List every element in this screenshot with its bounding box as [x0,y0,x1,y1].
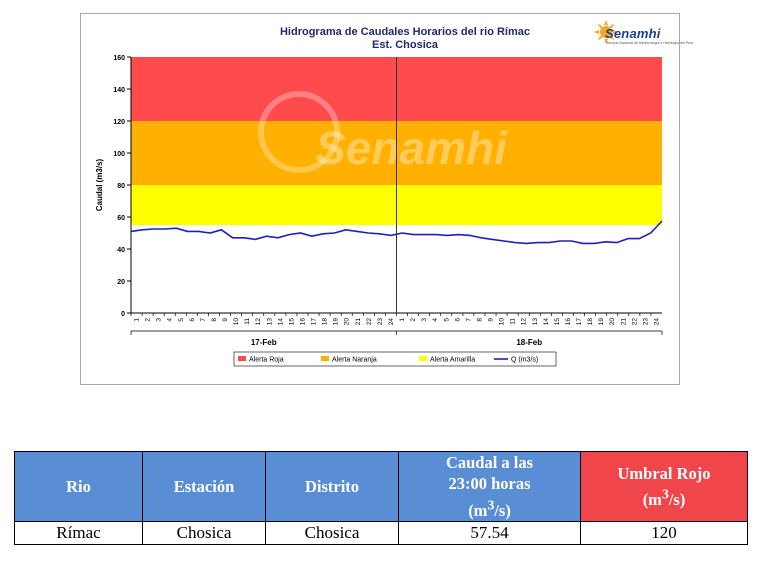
chart-title: Hidrograma de Caudales Horarios del rio … [279,26,531,38]
x-tick-label-30: 7 [465,318,472,322]
legend-label-3: Q (m3/s) [511,357,538,364]
x-tick-label-3: 4 [167,318,174,322]
cell-umbral: 120 [580,520,748,545]
header-rio: Rio [14,451,143,522]
x-tick-label-37: 14 [543,318,550,326]
x-tick-label-27: 4 [432,318,439,322]
senamhi-logo-icon [594,20,618,44]
x-tick-label-12: 13 [266,318,273,326]
legend-swatch-1 [321,356,329,361]
watermark-sun-icon [258,91,340,173]
table-header-row: Rio Estación Distrito Caudal a las 23:00… [14,451,748,522]
x-tick-label-17: 18 [322,318,329,326]
x-tick-label-6: 7 [200,318,207,322]
chart-subtitle: Est. Chosica [371,39,439,51]
y-tick-label-3: 60 [117,215,125,222]
x-tick-label-33: 10 [499,318,506,326]
x-tick-label-34: 11 [510,318,517,325]
x-tick-label-29: 6 [454,318,461,322]
x-tick-label-2: 3 [156,318,163,322]
x-tick-label-9: 10 [233,318,240,326]
x-tick-label-14: 15 [288,318,295,326]
header-umbral-line1: Umbral Rojo [617,463,711,483]
x-tick-label-39: 16 [565,318,572,326]
legend-swatch-0 [238,356,246,361]
y-tick-label-7: 140 [113,87,125,94]
x-tick-label-42: 19 [598,318,605,326]
x-tick-label-4: 5 [178,318,185,322]
y-tick-label-4: 80 [117,183,125,190]
header-umbral-rojo: Umbral Rojo (m3/s) [580,451,748,522]
header-distrito: Distrito [265,451,399,522]
x-tick-label-43: 20 [609,318,616,326]
y-tick-label-0: 0 [121,311,125,318]
y-tick-label-8: 160 [113,55,125,62]
watermark-text: Senamhi [315,122,508,174]
legend-swatch-2 [419,356,427,361]
y-tick-label-5: 100 [113,151,125,158]
logo-text: Senamhi [605,26,661,41]
cell-rio: Rímac [14,520,143,545]
x-tick-label-15: 16 [299,318,306,326]
header-estacion: Estación [142,451,266,522]
x-tick-label-0: 1 [134,318,141,322]
x-tick-label-35: 12 [521,318,528,326]
x-tick-label-5: 6 [189,318,196,322]
series-line-0 [130,220,663,245]
x-tick-label-13: 14 [277,318,284,326]
x-tick-label-23: 24 [388,318,395,326]
flow-table: Rio Estación Distrito Caudal a las 23:00… [14,451,748,545]
x-tick-label-44: 21 [620,318,627,326]
header-caudal-line1: Caudal a las [445,453,534,472]
chart-frame: Senamhi 0 20 40 60 80 100 120 140 160 Caudal (m3/s… [80,13,680,385]
y-tick-label-1: 20 [117,279,125,286]
day-label-0: 17-Feb [251,338,277,347]
x-tick-label-19: 20 [344,318,351,326]
x-tick-label-24: 1 [399,318,406,322]
cell-caudal: 57.54 [398,520,581,545]
x-tick-label-31: 8 [476,318,483,322]
x-tick-label-22: 23 [377,318,384,326]
x-tick-label-40: 17 [576,318,583,326]
header-caudal: Caudal a las 23:00 horas (m3/s) [398,451,581,522]
x-tick-label-11: 12 [255,318,262,326]
x-tick-label-47: 24 [653,318,660,326]
x-tick-label-21: 22 [366,318,373,326]
chart-title-block: Hidrograma de Caudales Horarios del rio … [81,26,729,52]
x-tick-label-18: 19 [333,318,340,326]
x-tick-label-1: 2 [145,318,152,322]
x-tick-label-25: 2 [410,318,417,322]
header-caudal-unit: (m3/s) [468,497,511,520]
y-tick-label-2: 40 [117,247,125,254]
x-tick-label-20: 21 [355,318,362,326]
legend-label-2: Alerta Amarilla [430,357,475,364]
x-tick-label-41: 18 [587,318,594,326]
cell-estacion: Chosica [142,520,266,545]
x-tick-label-38: 15 [554,318,561,326]
x-tick-label-45: 22 [631,318,638,326]
y-axis-label: Caudal (m3/s) [95,158,104,211]
day-label-1: 18-Feb [516,338,542,347]
x-tick-label-26: 3 [421,318,428,322]
cell-distrito: Chosica [265,520,399,545]
table-row: Rímac Chosica Chosica 57.54 120 [14,520,748,545]
x-tick-label-8: 9 [222,318,229,322]
x-tick-label-16: 17 [311,318,318,326]
y-tick-label-6: 120 [113,119,125,126]
header-umbral-unit: (m3/s) [642,486,686,510]
x-tick-label-7: 8 [211,318,218,322]
x-tick-label-32: 9 [488,318,495,322]
x-tick-label-28: 5 [443,318,450,322]
x-tick-label-36: 13 [532,318,539,326]
legend-label-0: Alerta Roja [249,357,284,364]
x-tick-label-46: 23 [642,318,649,326]
x-tick-label-10: 11 [244,318,251,325]
legend-box [233,351,557,367]
legend-label-1: Alerta Naranja [332,357,377,364]
header-caudal-line2: 23:00 horas [448,474,531,493]
logo-subtext: Servicio Nacional de Meteorología e Hidr… [606,41,694,45]
